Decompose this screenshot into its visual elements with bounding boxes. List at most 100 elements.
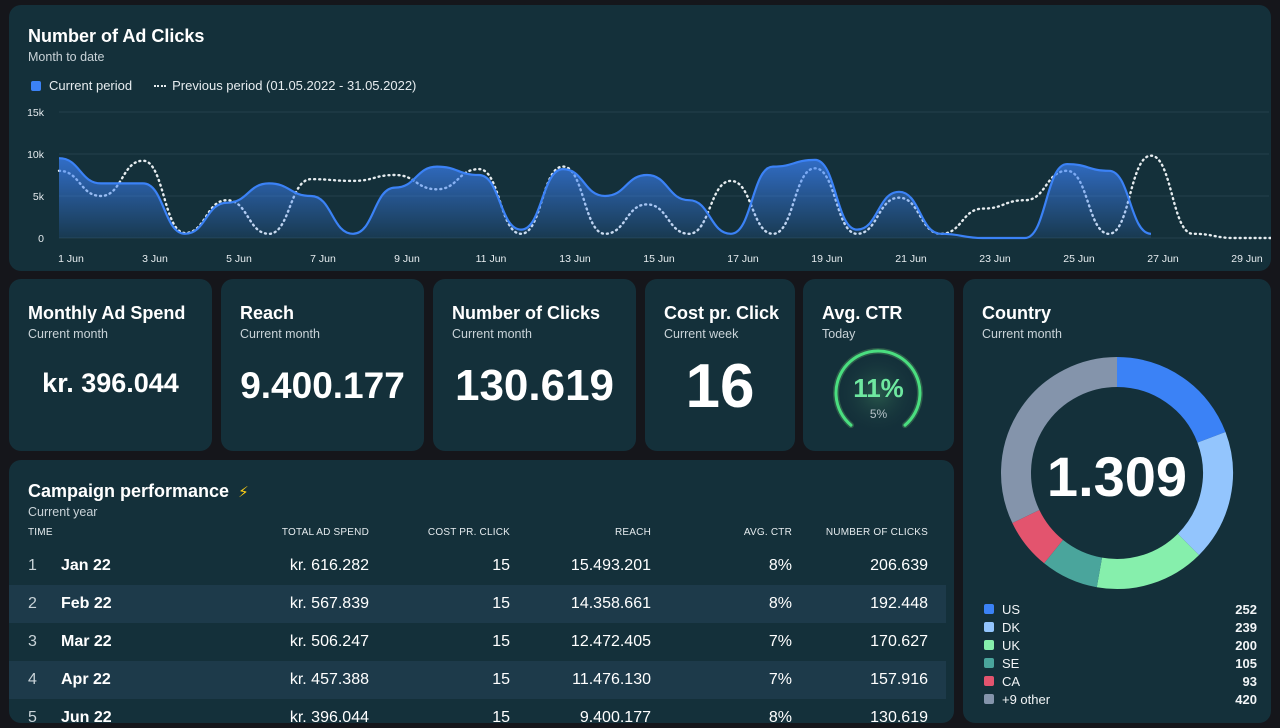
donut-slice [1044, 539, 1103, 588]
country-value: 239 [1235, 619, 1257, 635]
gauge-fill [834, 349, 922, 427]
country-subtitle: Current month [982, 327, 1062, 341]
table-row[interactable]: 4 Apr 22 kr. 457.388 15 11.476.130 7% 157.916 [9, 661, 946, 699]
x-tick-label: 27 Jun [1147, 253, 1179, 265]
x-tick-label: 23 Jun [979, 253, 1011, 265]
cell-clicks: 170.627 [870, 633, 928, 650]
cell-ctr: 7% [768, 633, 792, 650]
country-value: 200 [1235, 637, 1257, 653]
col-avg-ctr[interactable]: AVG. CTR [743, 527, 792, 538]
donut-slice [1012, 509, 1064, 564]
kpi-title: Reach [240, 303, 295, 323]
monthly-ad-spend-card: Monthly Ad Spend Current month kr. 396.0… [9, 279, 212, 451]
chart-legend: Current period Previous period (01.05.20… [31, 78, 416, 93]
cell-idx: 1 [28, 557, 37, 574]
x-tick-label: 25 Jun [1063, 253, 1095, 265]
country-swatch [984, 622, 994, 632]
cell-idx: 5 [28, 709, 37, 723]
kpi-subtitle: Current month [28, 327, 108, 341]
legend-previous-label[interactable]: Previous period (01.05.2022 - 31.05.2022… [172, 78, 417, 93]
country-name: US [1002, 601, 1021, 617]
x-tick-label: 19 Jun [811, 253, 843, 265]
cell-idx: 2 [28, 595, 37, 612]
y-tick-label: 5k [33, 191, 45, 203]
kpi-value: kr. 396.044 [42, 368, 179, 398]
x-tick-label: 5 Jun [226, 253, 252, 265]
current-period-line [58, 157, 1152, 240]
col-total-ad-spend[interactable]: TOTAL AD SPEND [281, 527, 369, 538]
kpi-value: 9.400.177 [240, 365, 405, 406]
table-header: TIME TOTAL AD SPEND COST PR. CLICK REACH… [9, 527, 946, 547]
x-tick-label: 11 Jun [476, 253, 507, 265]
cell-cpc: 15 [492, 633, 510, 650]
table-row[interactable]: 3 Mar 22 kr. 506.247 15 12.472.405 7% 170.627 [9, 623, 946, 661]
ad-clicks-title: Number of Ad Clicks [28, 26, 205, 46]
country-value: 252 [1235, 601, 1257, 617]
country-name: UK [1002, 637, 1021, 653]
country-legend-item[interactable]: +9 other 420 [984, 690, 1257, 708]
kpi-title: Monthly Ad Spend [28, 303, 186, 323]
donut-slice [1177, 432, 1233, 556]
x-tick-label: 21 Jun [895, 253, 927, 265]
cell-time: Jun 22 [61, 709, 112, 723]
cell-clicks: 157.916 [870, 671, 928, 688]
country-legend-item[interactable]: DK 239 [984, 618, 1257, 636]
y-tick-label: 0 [38, 233, 44, 245]
country-swatch [984, 640, 994, 650]
country-legend: US 252 DK 239 UK 200 SE 105 CA 93 +9 other 420 [984, 600, 1257, 708]
country-name: SE [1002, 655, 1020, 671]
kpi-subtitle: Current week [664, 327, 739, 341]
ctr-previous: 5% [869, 407, 888, 421]
country-legend-item[interactable]: UK 200 [984, 636, 1257, 654]
kpi-subtitle: Current month [452, 327, 532, 341]
country-swatch [984, 676, 994, 686]
cell-cpc: 15 [492, 671, 510, 688]
ad-clicks-chart: 0 5k 10k 15k 1 Jun 3 Jun 5 Jun 7 Jun 9 Jun 11 Jun… [27, 107, 1271, 265]
cell-spend: kr. 506.247 [289, 633, 369, 650]
country-value: 105 [1235, 655, 1257, 671]
col-time[interactable]: TIME [28, 527, 53, 538]
legend-previous-swatch [154, 84, 167, 87]
country-name: +9 other [1002, 691, 1051, 707]
cell-reach: 15.493.201 [570, 557, 651, 574]
cell-idx: 3 [28, 633, 37, 650]
col-reach[interactable]: REACH [614, 527, 651, 538]
country-card: Country Current month 1.309 US 252 DK 239 UK… [963, 279, 1271, 723]
cell-clicks: 206.639 [870, 557, 928, 574]
cell-cpc: 15 [492, 557, 510, 574]
kpi-title: Avg. CTR [822, 303, 903, 323]
lightning-icon: ⚡ [238, 484, 249, 501]
country-name: DK [1002, 619, 1021, 635]
cell-ctr: 7% [768, 671, 792, 688]
kpi-subtitle: Current month [240, 327, 320, 341]
y-tick-label: 10k [27, 149, 45, 161]
x-tick-label: 7 Jun [310, 253, 336, 265]
country-legend-item[interactable]: CA 93 [984, 672, 1257, 690]
cell-cpc: 15 [492, 595, 510, 612]
avg-ctr-card: Avg. CTR Today 11% 5% [803, 279, 954, 451]
col-cost-per-click[interactable]: COST PR. CLICK [427, 527, 510, 538]
campaign-subtitle: Current year [28, 505, 98, 519]
cell-reach: 12.472.405 [570, 633, 651, 650]
donut-slice [1096, 533, 1199, 589]
country-legend-item[interactable]: US 252 [984, 600, 1257, 618]
country-legend-item[interactable]: SE 105 [984, 654, 1257, 672]
x-tick-label: 1 Jun [58, 253, 84, 265]
cell-time: Feb 22 [61, 595, 112, 612]
table-row[interactable]: 2 Feb 22 kr. 567.839 15 14.358.661 8% 192.448 [9, 585, 946, 623]
country-swatch [984, 604, 994, 614]
cell-ctr: 8% [768, 595, 792, 612]
campaign-title: Campaign performance ⚡ [28, 481, 249, 502]
legend-current-label[interactable]: Current period [49, 78, 133, 93]
cell-idx: 4 [28, 671, 37, 688]
country-donut [1001, 357, 1233, 589]
col-number-of-clicks[interactable]: NUMBER OF CLICKS [825, 527, 928, 538]
kpi-subtitle: Today [822, 327, 856, 341]
cell-ctr: 8% [768, 709, 792, 723]
donut-slice [1001, 357, 1118, 523]
cell-reach: 14.358.661 [570, 595, 651, 612]
country-title: Country [982, 303, 1051, 323]
table-row[interactable]: 5 Jun 22 kr. 396.044 15 9.400.177 8% 130.619 [9, 699, 946, 723]
table-row[interactable]: 1 Jan 22 kr. 616.282 15 15.493.201 8% 206.639 [9, 547, 946, 585]
country-value: 420 [1235, 691, 1257, 707]
